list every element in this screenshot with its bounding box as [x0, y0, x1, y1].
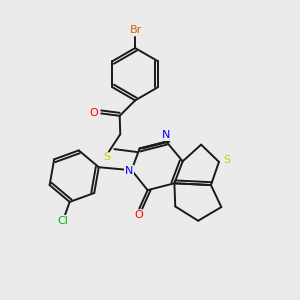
Text: Cl: Cl [57, 216, 68, 226]
Text: Br: Br [130, 25, 142, 34]
Text: O: O [134, 210, 143, 220]
Text: S: S [103, 152, 110, 162]
Text: O: O [89, 108, 98, 118]
Text: N: N [162, 130, 170, 140]
Text: N: N [125, 166, 134, 176]
Text: S: S [224, 155, 231, 165]
